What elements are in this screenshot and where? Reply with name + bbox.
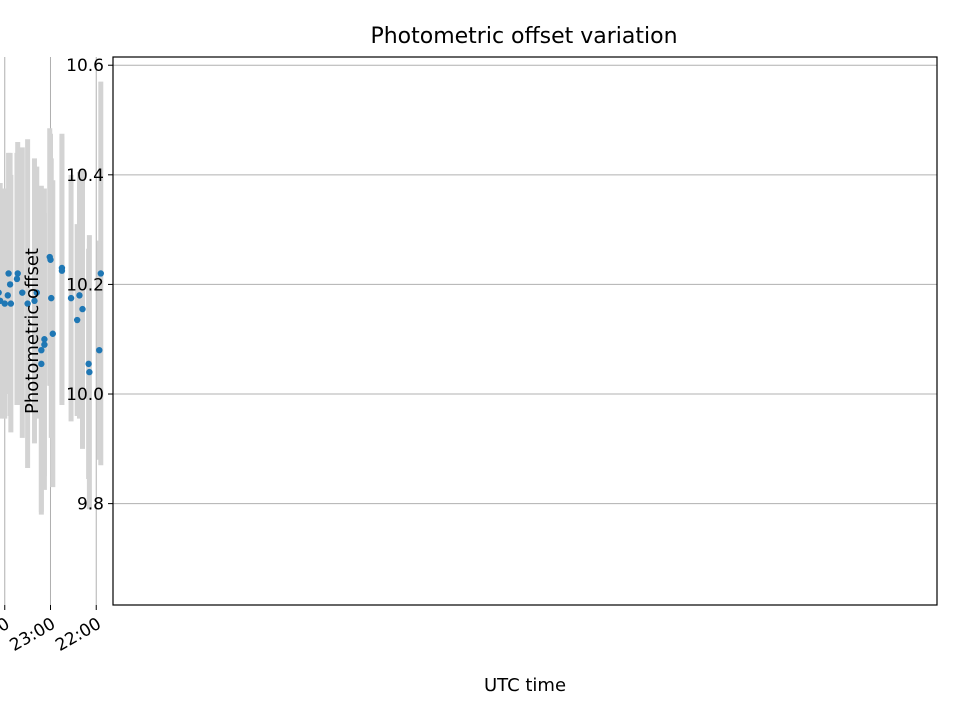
data-point xyxy=(58,267,66,274)
data-point xyxy=(7,300,15,307)
data-point xyxy=(38,360,45,368)
data-point xyxy=(38,346,45,354)
data-point xyxy=(97,270,105,277)
data-point xyxy=(31,297,38,305)
data-point xyxy=(19,289,26,296)
data-point xyxy=(46,253,53,261)
data-point xyxy=(67,294,75,302)
y-tick-label: 10.4 xyxy=(66,166,104,186)
data-point xyxy=(14,270,21,277)
data-points xyxy=(0,253,105,376)
x-axis-label: UTC time xyxy=(484,675,566,696)
data-point xyxy=(0,289,2,296)
data-point xyxy=(41,336,48,343)
data-point xyxy=(5,270,12,277)
data-point xyxy=(4,292,12,299)
data-point xyxy=(24,300,31,307)
data-point xyxy=(86,368,93,376)
data-point xyxy=(13,275,21,283)
y-tick-label: 10.0 xyxy=(66,385,104,405)
data-point xyxy=(41,341,48,348)
data-point xyxy=(79,305,86,313)
data-point xyxy=(73,316,81,324)
data-point xyxy=(76,292,83,299)
data-point xyxy=(49,330,56,337)
data-point xyxy=(85,360,92,368)
data-point xyxy=(48,294,55,302)
chart-title: Photometric offset variation xyxy=(370,24,677,49)
y-axis-label: Photometric offset xyxy=(22,248,43,414)
y-tick-label: 9.8 xyxy=(77,495,104,515)
data-point xyxy=(6,281,14,288)
data-point xyxy=(96,346,103,354)
y-tick-label: 10.2 xyxy=(66,275,104,295)
plot-frame xyxy=(112,56,938,606)
data-point xyxy=(0,297,4,305)
data-point xyxy=(33,289,40,296)
y-tick-label: 10.6 xyxy=(66,56,104,76)
